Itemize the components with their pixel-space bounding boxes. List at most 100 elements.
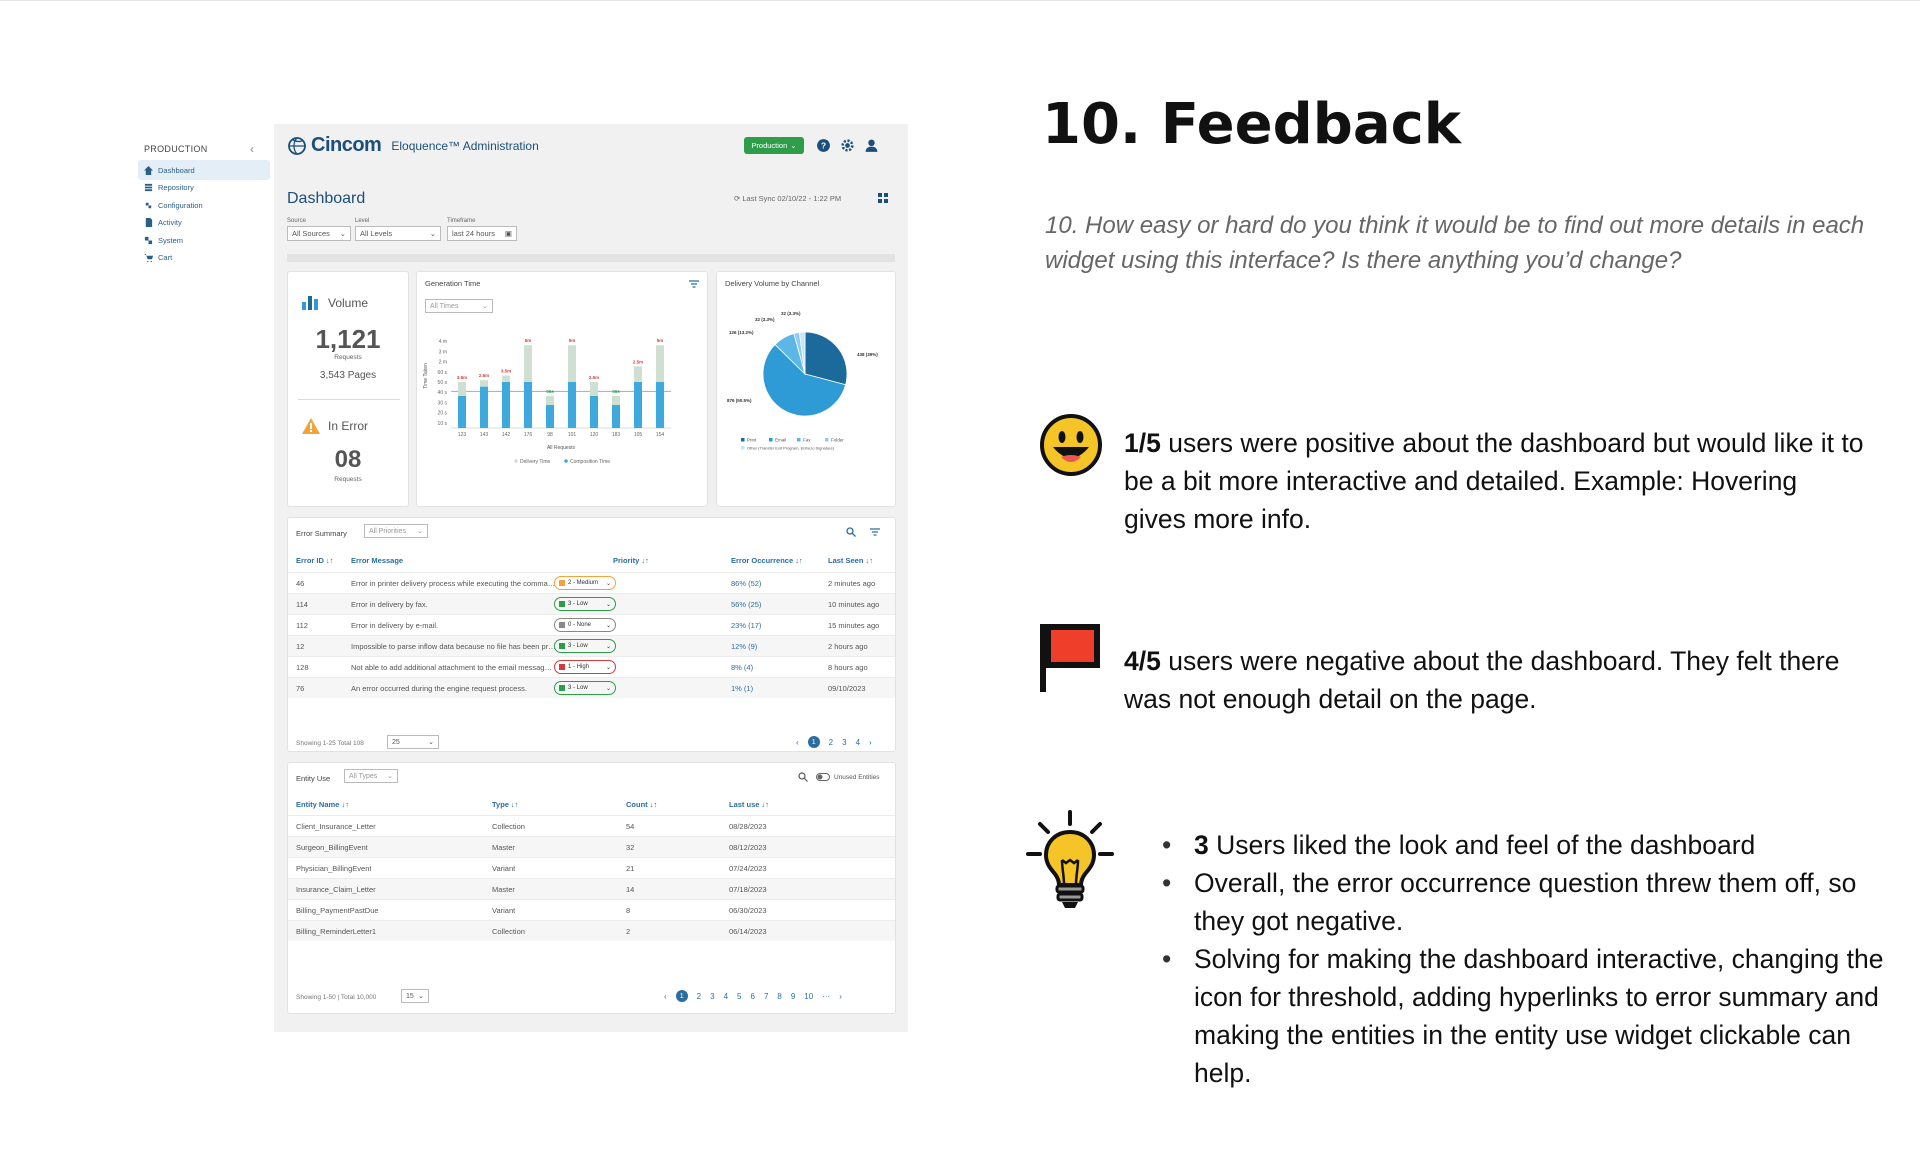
- page-link[interactable]: 3: [710, 991, 715, 1001]
- table-row[interactable]: Physician_BillingEvent Variant 21 07/24/202…: [288, 857, 895, 878]
- page-link[interactable]: 8: [777, 991, 782, 1001]
- source-filter-select[interactable]: All Sources ⌄: [287, 226, 351, 241]
- bar-data-label: 56s: [612, 389, 620, 394]
- table-row[interactable]: 114 Error in delivery by fax. 56% (25) 10 m…: [288, 593, 895, 614]
- priority-dropdown[interactable]: 1 - High ⌄: [554, 660, 616, 674]
- priorities-filter-select[interactable]: All Priorities ⌄: [364, 524, 428, 538]
- col-last-use[interactable]: Last use ↓↑: [729, 800, 770, 809]
- sidebar-item-cart[interactable]: Cart: [138, 248, 270, 268]
- table-row[interactable]: Billing_PaymentPastDue Variant 8 06/30/2023: [288, 899, 895, 920]
- cell-occurrence[interactable]: 1% (1): [731, 684, 754, 693]
- page-link[interactable]: 4: [723, 991, 729, 1001]
- priority-dropdown[interactable]: 3 - Low ⌄: [554, 597, 616, 611]
- page-link[interactable]: 5: [737, 991, 742, 1001]
- filter-lines-icon[interactable]: [870, 528, 880, 536]
- collapse-chevron-icon[interactable]: ‹: [250, 142, 254, 156]
- y-tick-label: 60 s: [438, 370, 448, 376]
- search-icon[interactable]: [798, 772, 808, 782]
- cell-occurrence[interactable]: 56% (25): [731, 600, 762, 609]
- prev-page-icon[interactable]: ‹: [664, 991, 667, 1001]
- table-row[interactable]: Insurance_Claim_Letter Master 14 07/18/2023: [288, 878, 895, 899]
- unused-entities-toggle[interactable]: [816, 773, 830, 781]
- page-link[interactable]: 9: [790, 991, 796, 1001]
- filter-lines-icon[interactable]: [689, 280, 699, 288]
- sidebar-item-repository[interactable]: Repository: [138, 178, 270, 198]
- cell-seen: 10 minutes ago: [828, 600, 880, 609]
- table-row[interactable]: Client_Insurance_Letter Collection 54 08/28…: [288, 815, 895, 836]
- cell-occurrence[interactable]: 23% (17): [731, 621, 762, 630]
- kpi-card[interactable]: Volume 1,121 Requests 3,543 Pages In Err…: [287, 271, 409, 507]
- table-row[interactable]: Surgeon_BillingEvent Master 32 08/12/2023: [288, 836, 895, 857]
- cell-id: 12: [296, 642, 305, 651]
- level-filter-select[interactable]: All Levels ⌄: [355, 226, 441, 241]
- table-row[interactable]: 112 Error in delivery by e-mail. 23% (17) 1…: [288, 614, 895, 635]
- page-link[interactable]: ···: [822, 991, 831, 1001]
- timeframe-filter-select[interactable]: last 24 hours ▣: [447, 226, 517, 241]
- page-link[interactable]: 2: [828, 737, 834, 747]
- sidebar-item-dashboard[interactable]: Dashboard: [138, 160, 270, 180]
- col-priority[interactable]: Priority ↓↑: [613, 556, 649, 565]
- page-link[interactable]: 7: [763, 991, 769, 1001]
- types-filter-select[interactable]: All Types ⌄: [344, 769, 398, 783]
- y-tick-label: 3 m: [439, 349, 447, 355]
- col-error-message[interactable]: Error Message: [351, 556, 404, 565]
- page-link[interactable]: 6: [750, 991, 755, 1001]
- sidebar-item-configuration[interactable]: Configuration: [138, 195, 270, 215]
- table-row[interactable]: 12 Impossible to parse inflow data becaus…: [288, 635, 895, 656]
- prev-page-icon[interactable]: ‹: [796, 737, 799, 747]
- col-last-seen[interactable]: Last Seen ↓↑: [828, 556, 874, 565]
- col-type[interactable]: Type ↓↑: [492, 800, 519, 809]
- next-page-icon[interactable]: ›: [839, 991, 842, 1001]
- priority-dropdown[interactable]: 2 - Medium ⌄: [554, 576, 616, 590]
- grid-layout-icon[interactable]: [878, 193, 888, 203]
- table-row[interactable]: 46 Error in printer delivery process whil…: [288, 572, 895, 593]
- cell-occurrence[interactable]: 86% (52): [731, 579, 762, 588]
- cell-id: 114: [296, 600, 308, 609]
- page-link[interactable]: 10: [804, 991, 814, 1001]
- entity-page-size-select[interactable]: 15 ⌄: [401, 989, 429, 1003]
- sidebar-item-activity[interactable]: Activity: [138, 213, 270, 233]
- col-entity-name[interactable]: Entity Name ↓↑: [296, 800, 349, 809]
- user-icon[interactable]: [864, 138, 879, 153]
- y-tick-label: 50 s: [438, 380, 448, 386]
- col-count[interactable]: Count ↓↑: [626, 800, 658, 809]
- table-row[interactable]: Billing_ReminderLetter1 Collection 2 06/14/…: [288, 920, 895, 941]
- cell-count: 8: [626, 906, 631, 915]
- svg-text:?: ?: [821, 141, 826, 151]
- search-icon[interactable]: [846, 527, 856, 537]
- error-page-size-select[interactable]: 25 ⌄: [387, 735, 439, 749]
- last-sync[interactable]: ⟳ Last Sync 02/10/22 - 1:22 PM: [734, 194, 842, 203]
- cell-occurrence[interactable]: 8% (4): [731, 663, 754, 672]
- sidebar-item-system[interactable]: System: [138, 230, 270, 250]
- priority-swatch: [559, 664, 565, 670]
- help-icon[interactable]: ?: [816, 138, 831, 153]
- environment-dropdown[interactable]: Production ⌄: [744, 137, 804, 154]
- priority-dropdown[interactable]: 3 - Low ⌄: [554, 639, 616, 653]
- bar-data-label: 3.6m: [457, 375, 467, 380]
- priority-dropdown[interactable]: 3 - Low ⌄: [554, 681, 616, 695]
- page-link[interactable]: 1: [675, 990, 688, 1002]
- x-tick-label: 101: [568, 432, 577, 438]
- cell-occurrence[interactable]: 12% (9): [731, 642, 758, 651]
- cell-type: Variant: [492, 906, 516, 915]
- next-page-icon[interactable]: ›: [869, 737, 872, 747]
- chevron-down-icon: ⌄: [605, 664, 611, 671]
- table-row[interactable]: 76 An error occurred during the engine re…: [288, 677, 895, 698]
- delivery-volume-card[interactable]: Delivery Volume by Channel 438 (39%) 876 …: [716, 271, 896, 507]
- cell-message: Error in delivery by fax.: [351, 600, 428, 609]
- generation-time-card[interactable]: Generation Time All Times ⌄ Time Taken 4 m…: [416, 271, 708, 507]
- insight-text: Users liked the look and feel of the das…: [1208, 830, 1756, 860]
- priority-dropdown[interactable]: 0 - None ⌄: [554, 618, 616, 632]
- positive-feedback: 1/5 users were positive about the dashbo…: [1124, 424, 1864, 538]
- col-error-occurrence[interactable]: Error Occurrence ↓↑: [731, 556, 803, 565]
- sidebar-item-label: Activity: [158, 218, 182, 227]
- page-link[interactable]: 2: [696, 991, 702, 1001]
- col-error-id[interactable]: Error ID ↓↑: [296, 556, 334, 565]
- gear-icon[interactable]: [840, 138, 855, 153]
- page-link[interactable]: 1: [807, 736, 820, 748]
- times-filter-select[interactable]: All Times ⌄: [425, 299, 493, 313]
- brand-logo[interactable]: Cincom Eloquence™ Administration: [287, 134, 539, 157]
- table-row[interactable]: 128 Not able to add additional attachment…: [288, 656, 895, 677]
- page-link[interactable]: 4: [855, 737, 861, 747]
- page-link[interactable]: 3: [842, 737, 847, 747]
